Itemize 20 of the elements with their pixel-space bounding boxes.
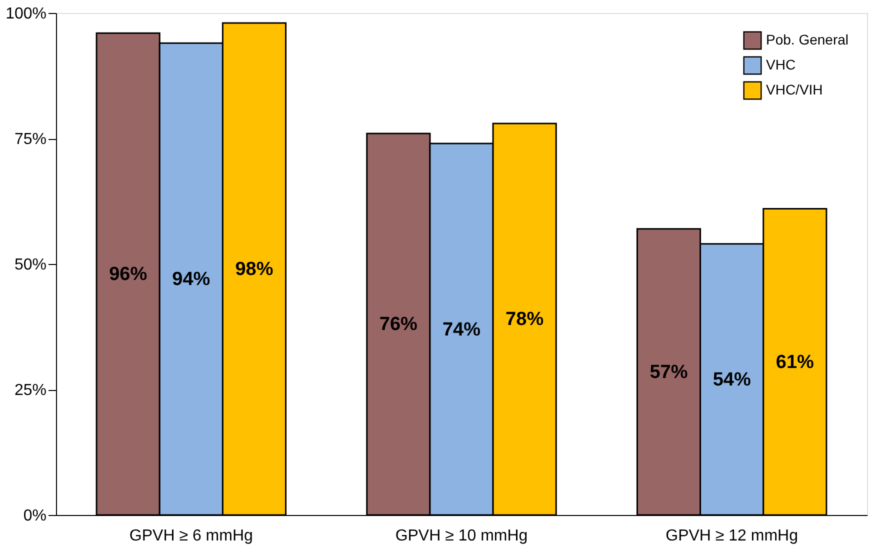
legend-label: Pob. General <box>766 32 848 48</box>
y-tick-label: 75% <box>14 131 46 148</box>
data-label: 78% <box>506 309 544 330</box>
legend-label: VHC/VIH <box>766 82 823 98</box>
x-tick-label: GPVH ≥ 6 mmHg <box>129 528 253 544</box>
legend-label: VHC <box>766 56 796 72</box>
data-label: 54% <box>712 369 751 390</box>
data-label: 96% <box>109 264 148 286</box>
data-label: 57% <box>650 362 688 383</box>
data-label: 61% <box>776 352 814 373</box>
data-label: 98% <box>235 259 274 280</box>
data-label: 94% <box>172 269 210 290</box>
y-tick-label: 0% <box>23 508 46 524</box>
x-tick-label: GPVH ≥ 10 mmHg <box>395 528 528 544</box>
y-tick-label: 50% <box>14 256 46 274</box>
data-label: 74% <box>442 319 481 340</box>
x-tick-label: GPVH ≥ 12 mmHg <box>666 528 798 544</box>
y-tick-label: 25% <box>14 382 46 399</box>
y-tick-label: 100% <box>6 6 46 22</box>
data-label: 76% <box>379 314 418 336</box>
